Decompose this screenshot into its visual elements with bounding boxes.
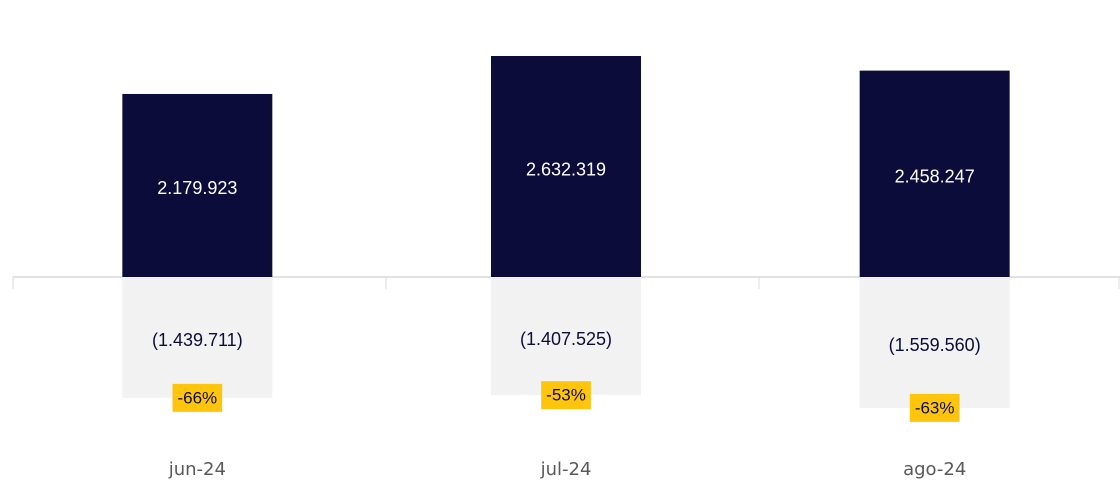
bar <box>491 277 641 396</box>
bar <box>491 56 641 277</box>
bar <box>859 277 1010 408</box>
annotation-box <box>172 383 223 412</box>
annotation-box <box>541 381 591 410</box>
value-label: (1.559.560) <box>889 335 981 355</box>
annotation: -66% <box>177 388 217 407</box>
value-label: (1.407.525) <box>520 329 612 349</box>
value-label: 2.458.247 <box>895 167 975 187</box>
x-tick-label: ago-24 <box>903 459 966 480</box>
bar <box>859 70 1010 277</box>
x-tick-label: jul-24 <box>540 459 592 480</box>
bar <box>122 93 273 277</box>
annotation: -63% <box>915 398 955 417</box>
x-tick-label: jun-24 <box>168 459 226 480</box>
annotation-box <box>909 393 960 422</box>
bar <box>122 277 273 398</box>
value-label: (1.439.711) <box>152 330 243 350</box>
value-label: 2.632.319 <box>526 159 606 179</box>
annotation: -53% <box>546 386 586 405</box>
value-label: 2.179.923 <box>157 178 237 198</box>
